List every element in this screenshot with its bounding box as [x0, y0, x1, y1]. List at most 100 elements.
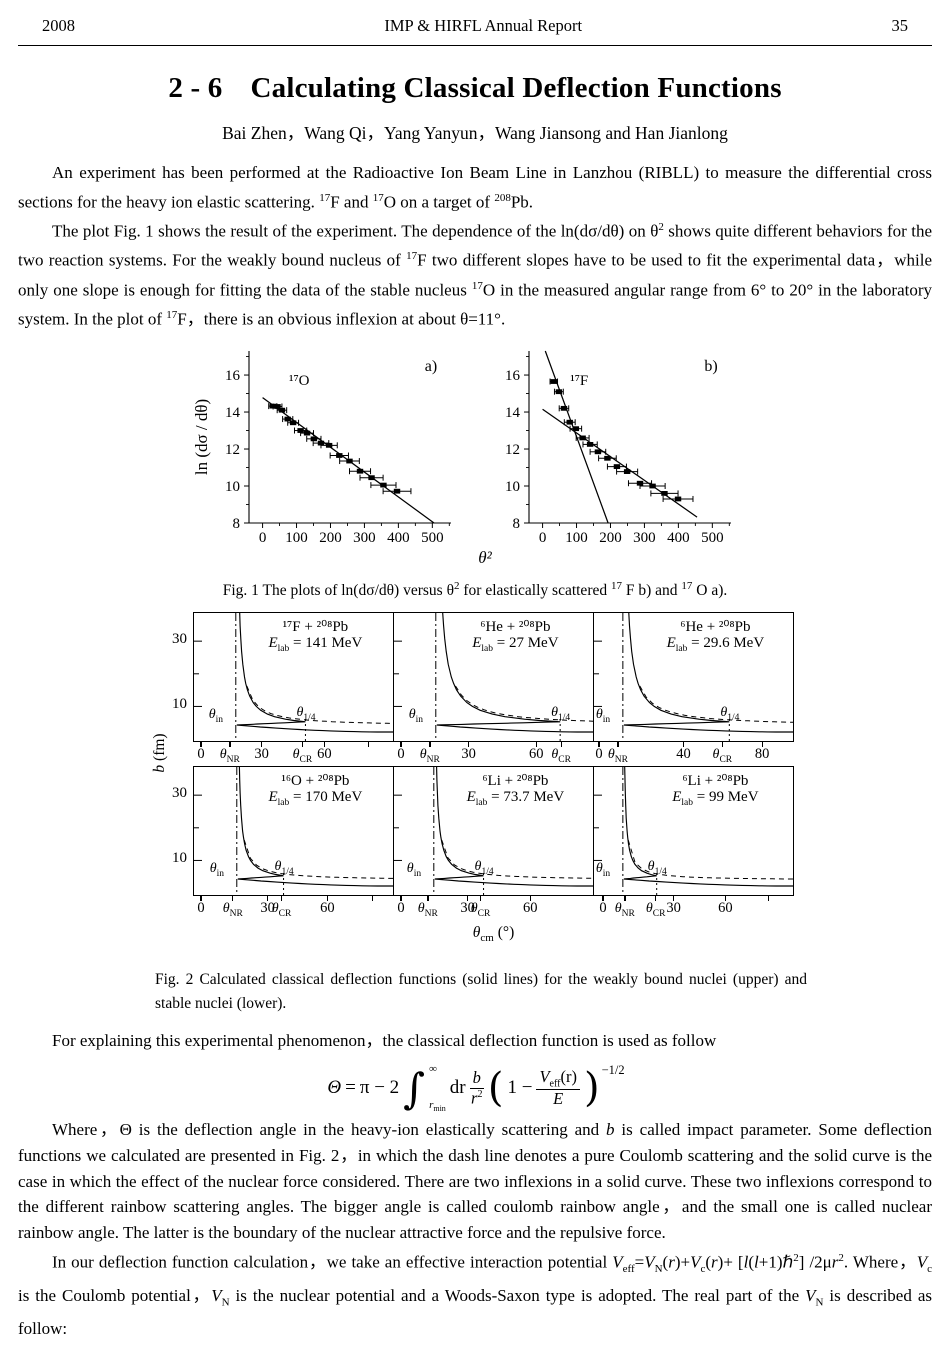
deflection-panel-plot: [394, 766, 594, 895]
formula-theta: Θ: [327, 1077, 342, 1099]
x-tick-mark: [429, 741, 431, 747]
formula-veff: Veff(r): [536, 1068, 580, 1091]
integral-lower-limit: rmin: [429, 1099, 446, 1114]
theta-quarter-label: θ1/4: [551, 704, 571, 723]
data-point: [274, 403, 281, 409]
fig2-y-tick-label: 10: [172, 850, 187, 867]
y-tick-label: 14: [505, 405, 521, 421]
header-journal-title: IMP & HIRFL Annual Report: [384, 16, 583, 35]
x-tick-mark: [617, 741, 619, 747]
x-tick-mark: [427, 895, 429, 901]
formula-equals: =: [345, 1077, 356, 1099]
theta-nr-tick-label: θNR: [607, 746, 628, 765]
fig2-y-axis-label: b (fm): [151, 733, 168, 773]
theta-cr-tick-label: θCR: [271, 900, 292, 919]
x-tick-label: 60: [317, 745, 332, 762]
theta-cr-tick-label: θCR: [551, 746, 571, 765]
data-point: [368, 474, 375, 480]
theta-in-label: θin: [408, 706, 424, 725]
theta-quarter-label: θ1/4: [647, 858, 667, 877]
deflection-panel: ¹⁷F + ²⁰⁸Pb Elab = 141 MeV θin θ1/4: [193, 611, 394, 742]
x-tick-label: 30: [260, 899, 275, 916]
data-point: [613, 463, 621, 469]
x-tick-mark: [232, 895, 234, 901]
x-tick-label: 100: [565, 530, 588, 546]
reaction-label: ¹⁶O + ²⁰⁸Pb: [281, 772, 350, 789]
theta-in-label: θin: [209, 860, 225, 879]
x-tick-label: 40: [676, 745, 691, 762]
x-tick-mark: [721, 741, 724, 747]
x-tick-mark: [535, 741, 537, 747]
formula-fraction-veff-e: Veff(r) E: [536, 1068, 580, 1108]
open-paren: (: [487, 1065, 504, 1112]
x-tick-label: 30: [461, 745, 476, 762]
data-point: [278, 407, 286, 413]
x-tick-label: 0: [259, 530, 267, 546]
x-tick-label: 60: [718, 899, 733, 916]
x-tick-mark: [301, 741, 304, 747]
deflection-panel: ⁶Li + ²⁰⁸Pb Elab = 99 MeV θin θ1/4: [593, 765, 794, 896]
beam-energy-label: Elab = 29.6 MeV: [666, 634, 765, 654]
data-point: [555, 388, 563, 394]
x-tick-mark: [323, 741, 326, 747]
data-point: [586, 441, 594, 447]
paragraph-3: For explaining this experimental phenome…: [52, 1030, 717, 1050]
theta-in-label: θin: [595, 706, 611, 725]
fig1-figure: 0 100 200 300 400 500 8 10 12 14 16 ¹⁷O a) 0 100 200 300…: [185, 337, 765, 574]
x-tick-mark: [683, 741, 685, 747]
header-page-number: 35: [891, 16, 908, 35]
data-point: [566, 419, 573, 425]
x-tick-mark: [229, 741, 231, 747]
reaction-label: ⁶He + ²⁰⁸Pb: [480, 618, 551, 635]
beam-energy-label: Elab = 141 MeV: [268, 634, 363, 654]
formula-fraction-b-r2: b r2: [469, 1068, 484, 1108]
beam-energy-label: Elab = 27 MeV: [472, 634, 559, 654]
x-tick-label: 500: [701, 530, 724, 546]
deflection-panel-plot: [594, 612, 794, 741]
fig1-svg: 0 100 200 300 400 500 8 10 12 14 16 ¹⁷O a) 0 100 200 300…: [192, 350, 731, 567]
data-point: [289, 419, 297, 425]
y-tick-label: 12: [505, 442, 520, 458]
theta-nr-tick-label: θNR: [614, 900, 635, 919]
paragraph-1: An experiment has been performed at the …: [18, 163, 932, 212]
theta-cr-tick-label: θCR: [712, 746, 733, 765]
x-tick-label: 0: [397, 745, 405, 762]
x-tick-mark: [761, 741, 763, 747]
theta-in-label: θin: [208, 706, 224, 725]
paragraph-2: The plot Fig. 1 shows the result of the …: [18, 221, 932, 329]
series-label: ¹⁷F: [570, 373, 588, 389]
deflection-panel-plot: [194, 612, 394, 741]
deflection-panel-plot: [194, 766, 394, 895]
coulomb-dashed-curve: [243, 839, 394, 879]
x-tick-mark: [655, 895, 657, 901]
reaction-label: ⁶He + ²⁰⁸Pb: [680, 618, 751, 635]
theta-nr-tick-label: θNR: [222, 900, 243, 919]
solid-deflection-curve: [237, 766, 393, 887]
fig2-y-tick-label: 10: [172, 696, 187, 713]
integral-upper-limit: ∞: [429, 1063, 437, 1076]
x-tick-label: 300: [353, 530, 376, 546]
fig1-y-axis-label: ln (dσ / dθ): [192, 398, 211, 474]
x-tick-label: 100: [285, 530, 308, 546]
theta-quarter-label: θ1/4: [720, 704, 740, 723]
solid-deflection-curve: [236, 612, 393, 733]
theta-nr-tick-label: θNR: [219, 746, 240, 765]
x-tick-mark: [468, 741, 470, 747]
data-point: [674, 496, 682, 501]
data-point: [550, 378, 557, 384]
panel-letter-label: b): [704, 358, 717, 375]
deflection-panel-plot: [594, 766, 793, 895]
coulomb-dashed-curve: [246, 685, 394, 724]
x-tick-label: 200: [599, 530, 622, 546]
x-tick-label: 200: [319, 530, 342, 546]
beam-energy-label: Elab = 170 MeV: [268, 788, 363, 808]
paragraph-4: Where，Θ is the deflection angle in the h…: [18, 1120, 932, 1243]
x-tick-mark: [560, 741, 562, 747]
axis-tick-row: 0 θNR 40 θCR 80: [593, 741, 792, 766]
x-tick-mark: [467, 895, 469, 901]
section-number: 2 - 6: [168, 72, 223, 104]
x-tick-label: 0: [397, 899, 405, 916]
x-tick-mark: [529, 895, 531, 901]
data-point: [661, 490, 668, 496]
x-tick-mark: [400, 741, 402, 747]
